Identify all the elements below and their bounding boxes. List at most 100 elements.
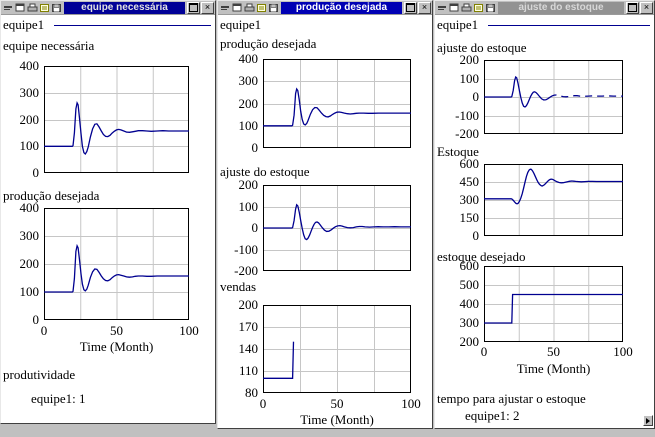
notes-icon[interactable] bbox=[473, 3, 484, 13]
chart-plot bbox=[484, 266, 623, 342]
chart-plot bbox=[263, 185, 411, 271]
data-series-line bbox=[484, 293, 623, 324]
y-tick-label: 0 bbox=[472, 228, 480, 243]
y-tick-label: 400 bbox=[238, 51, 259, 66]
chart-plot bbox=[484, 60, 623, 134]
chart-block: 600 450 300 150 0 bbox=[435, 157, 654, 243]
y-tick-label: 400 bbox=[459, 296, 480, 311]
y-tick-label: 200 bbox=[19, 256, 40, 271]
window-title[interactable]: produção desejada bbox=[281, 1, 402, 14]
y-tick-label: 100 bbox=[19, 138, 40, 153]
notes-icon[interactable] bbox=[256, 3, 267, 13]
scrollbar-right-arrow[interactable] bbox=[643, 415, 653, 426]
data-series-line bbox=[484, 168, 623, 205]
y-tick-label: 400 bbox=[19, 200, 40, 215]
charts-area: produção desejada 400 300 200 100 0 ajuste do … bbox=[218, 37, 432, 427]
legend-row: equipe1 bbox=[435, 15, 654, 33]
chart-plot bbox=[484, 164, 623, 236]
x-tick-label: 100 bbox=[401, 396, 421, 411]
y-tick-label: 0 bbox=[251, 220, 259, 235]
x-axis-title: Time (Month) bbox=[300, 412, 374, 427]
y-tick-label: 300 bbox=[238, 73, 259, 88]
maximize-button[interactable] bbox=[187, 1, 200, 14]
system-menu-icon[interactable] bbox=[3, 3, 14, 13]
data-series-line bbox=[44, 243, 189, 293]
legend-row: equipe1 bbox=[218, 15, 432, 33]
y-tick-label: 300 bbox=[19, 228, 40, 243]
data-series-line bbox=[263, 341, 295, 379]
y-tick-label: 200 bbox=[238, 96, 259, 111]
footer-area: tempo para ajustar o estoque equipe1: 2 bbox=[435, 392, 654, 423]
y-axis-ticks: 600 500 400 300 200 bbox=[435, 259, 484, 349]
x-axis-ticks: 0 50 100 bbox=[480, 344, 633, 359]
chart-title: ajuste do estoque bbox=[220, 164, 310, 179]
chart-block: 200 170 140 110 80 bbox=[218, 298, 432, 400]
data-series-line bbox=[263, 87, 411, 127]
legend-run-name: equipe1 bbox=[437, 17, 479, 32]
x-tick-label: 0 bbox=[480, 344, 488, 359]
y-tick-label: 450 bbox=[459, 174, 480, 189]
chart-plot bbox=[263, 59, 411, 148]
x-axis-ticks: 0 50 100 bbox=[41, 323, 199, 338]
y-axis-ticks: 400 300 200 100 0 bbox=[218, 52, 263, 155]
chart-block: 200 100 0 -100 -200 bbox=[435, 53, 654, 141]
window-title[interactable]: equipe necessária bbox=[64, 1, 185, 14]
legend-run-name: equipe1 bbox=[3, 17, 45, 32]
y-tick-label: 100 bbox=[238, 199, 259, 214]
chart-title: Estoque bbox=[437, 144, 479, 159]
legend-row: equipe1 bbox=[1, 15, 215, 33]
close-button[interactable]: × bbox=[640, 1, 653, 14]
printer-icon[interactable] bbox=[27, 3, 38, 13]
footer-run-value: equipe1: 1 bbox=[31, 391, 86, 406]
window-equipe-necessaria: equipe necessária × equipe1 equipe neces… bbox=[0, 0, 216, 424]
chart-title: estoque desejado bbox=[437, 249, 526, 264]
y-axis-ticks: 400 300 200 100 0 bbox=[1, 59, 44, 180]
close-button[interactable]: × bbox=[418, 1, 431, 14]
y-tick-label: 500 bbox=[459, 277, 480, 292]
y-tick-label: 0 bbox=[32, 312, 40, 327]
close-button[interactable]: × bbox=[201, 1, 214, 14]
chart-block: 200 100 0 -100 -200 bbox=[218, 178, 432, 278]
window-body: equipe1 produção desejada 400 300 200 100 0 aj… bbox=[218, 15, 432, 427]
y-tick-label: 100 bbox=[238, 118, 259, 133]
printer-icon[interactable] bbox=[244, 3, 255, 13]
legend-run-name: equipe1 bbox=[220, 17, 262, 32]
footer-area: produtividade equipe1: 1 bbox=[1, 368, 215, 406]
chart-block: 600 500 400 300 200 bbox=[435, 259, 654, 349]
x-tick-label: 100 bbox=[179, 323, 199, 338]
data-series-line bbox=[484, 75, 551, 108]
save-icon[interactable] bbox=[485, 3, 496, 13]
restore-window-icon[interactable] bbox=[232, 3, 243, 13]
chart-plot bbox=[44, 66, 189, 173]
maximize-button[interactable] bbox=[626, 1, 639, 14]
y-axis-ticks: 600 450 300 150 0 bbox=[435, 157, 484, 243]
y-tick-label: 400 bbox=[19, 58, 40, 73]
system-menu-icon[interactable] bbox=[437, 3, 448, 13]
save-icon[interactable] bbox=[268, 3, 279, 13]
restore-window-icon[interactable] bbox=[449, 3, 460, 13]
y-tick-label: -100 bbox=[234, 242, 258, 257]
chart-title: produção desejada bbox=[3, 188, 100, 203]
legend-line bbox=[54, 24, 211, 26]
y-tick-label: -100 bbox=[455, 108, 479, 123]
system-menu-icon[interactable] bbox=[220, 3, 231, 13]
titlebar: ajuste do estoque × bbox=[435, 1, 654, 15]
y-tick-label: 200 bbox=[238, 297, 259, 312]
chart-plot bbox=[44, 208, 189, 320]
chart-title: ajuste do estoque bbox=[437, 40, 527, 55]
y-tick-label: -200 bbox=[234, 263, 258, 278]
save-icon[interactable] bbox=[51, 3, 62, 13]
printer-icon[interactable] bbox=[461, 3, 472, 13]
window-title[interactable]: ajuste do estoque bbox=[498, 1, 624, 14]
y-axis-ticks: 200 170 140 110 80 bbox=[218, 298, 263, 400]
x-tick-label: 50 bbox=[110, 323, 123, 338]
restore-window-icon[interactable] bbox=[15, 3, 26, 13]
x-tick-label: 100 bbox=[613, 344, 633, 359]
maximize-button[interactable] bbox=[404, 1, 417, 14]
y-tick-label: 0 bbox=[32, 165, 40, 180]
notes-icon[interactable] bbox=[39, 3, 50, 13]
y-tick-label: 100 bbox=[459, 71, 480, 86]
y-tick-label: 200 bbox=[19, 112, 40, 127]
x-tick-label: 0 bbox=[259, 396, 267, 411]
y-tick-label: 140 bbox=[238, 341, 259, 356]
